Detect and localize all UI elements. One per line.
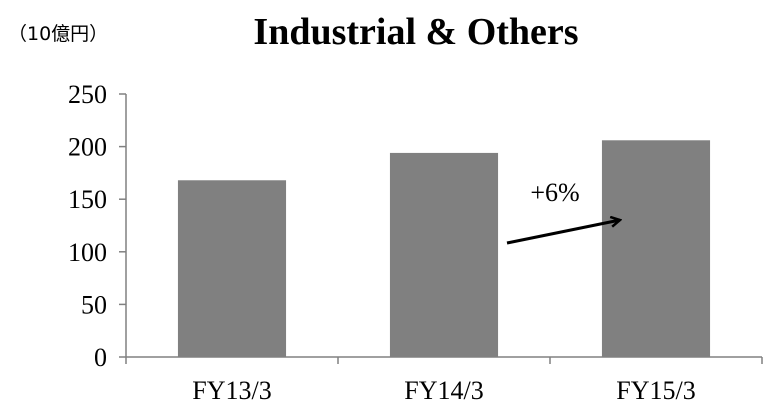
y-tick-label: 250 xyxy=(68,80,107,109)
chart-title: Industrial & Others xyxy=(253,11,578,53)
growth-arrow xyxy=(506,220,620,245)
unit-label: （10億円） xyxy=(8,23,108,45)
y-axis-ticks: 0 50 100 150 200 250 xyxy=(68,80,126,372)
x-tick-label: FY15/3 xyxy=(616,376,695,405)
y-tick-label: 100 xyxy=(68,238,107,267)
y-tick-label: 150 xyxy=(68,185,107,214)
bar-fy14-3 xyxy=(389,152,499,357)
y-tick-label: 50 xyxy=(81,290,107,319)
bars xyxy=(177,140,711,357)
x-axis-ticks: FY13/3 FY14/3 FY15/3 xyxy=(125,357,763,405)
y-tick-label: 0 xyxy=(94,343,107,372)
x-tick-label: FY13/3 xyxy=(192,376,271,405)
y-tick-label: 200 xyxy=(68,133,107,162)
x-tick-label: FY14/3 xyxy=(404,376,483,405)
bar-fy13-3 xyxy=(177,180,287,357)
bar-fy15-3 xyxy=(601,140,711,357)
growth-annotation: +6% xyxy=(530,178,579,207)
